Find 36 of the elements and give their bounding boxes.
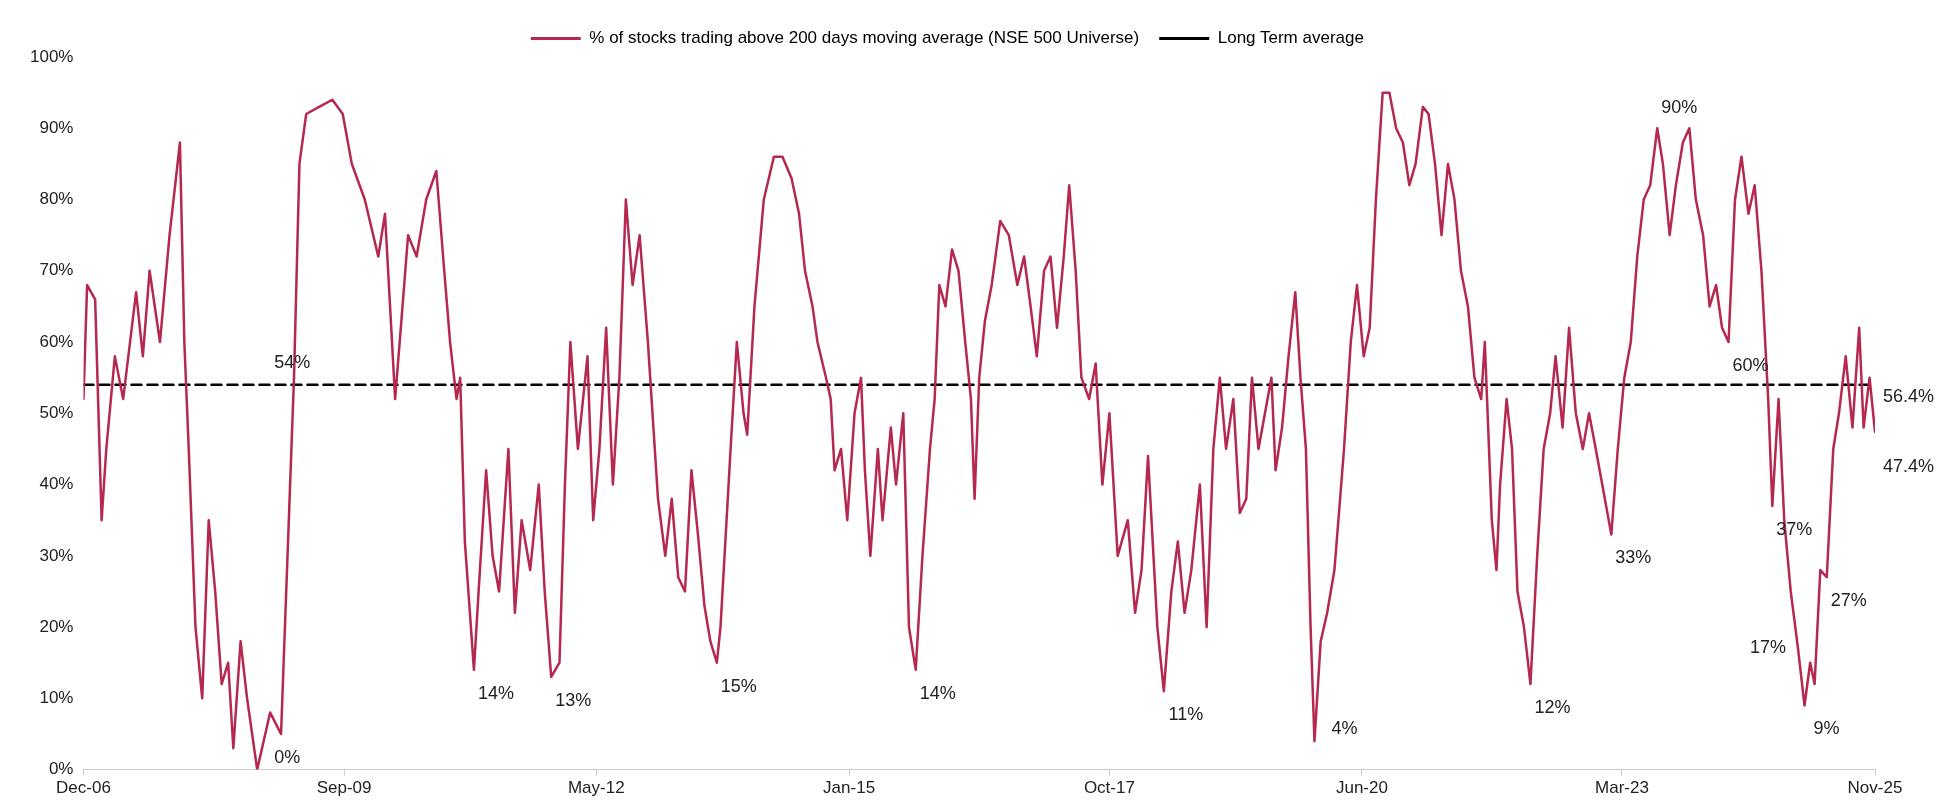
- y-tick-label: 70%: [39, 260, 74, 280]
- text: 47.4%: [1883, 455, 1935, 476]
- y-tick-label: 60%: [39, 331, 74, 351]
- annotation: 14%: [477, 682, 514, 703]
- y-tick-label: 40%: [39, 474, 74, 494]
- x-tick-label: Sep-09: [316, 778, 372, 798]
- y-tick-label: 20%: [39, 616, 74, 636]
- legend-label: Long Term average: [1217, 28, 1364, 48]
- y-tick-label: 90%: [39, 117, 74, 137]
- annotation: 11%: [1168, 704, 1204, 725]
- y-tick-label: 100%: [30, 46, 74, 66]
- annotation: 17%: [1749, 637, 1787, 658]
- annotation: 14%: [919, 682, 956, 703]
- annotation: 27%: [1830, 590, 1867, 611]
- y-tick-label: 50%: [39, 402, 74, 422]
- x-tick-label: Nov-25: [1847, 778, 1903, 798]
- annotation: 12%: [1534, 697, 1571, 718]
- x-tick-label: Jan-15: [823, 778, 876, 798]
- annotation: 90%: [1661, 97, 1698, 118]
- legend-label: % of stocks trading above 200 days moving average (NSE 500 Universe): [589, 28, 1140, 48]
- x-tick-label: Oct-17: [1083, 778, 1135, 798]
- x-tick-label: Dec-06: [56, 778, 111, 798]
- y-tick-label: 10%: [39, 688, 74, 708]
- annotation: 9%: [1813, 718, 1840, 739]
- x-tick-label: Jun-20: [1335, 778, 1388, 798]
- annotation: 33%: [1615, 547, 1652, 568]
- text: 56.4%: [1883, 385, 1935, 406]
- annotation: 15%: [720, 675, 757, 696]
- y-tick-label: 30%: [39, 545, 74, 565]
- x-tick-label: May-12: [567, 778, 625, 798]
- annotation: 4%: [1331, 718, 1358, 739]
- y-tick-label: 0%: [48, 759, 74, 779]
- annotation: 0%: [274, 746, 301, 767]
- annotation: 13%: [555, 689, 592, 710]
- x-tick-label: Mar-23: [1595, 778, 1649, 798]
- y-tick-label: 80%: [39, 189, 74, 209]
